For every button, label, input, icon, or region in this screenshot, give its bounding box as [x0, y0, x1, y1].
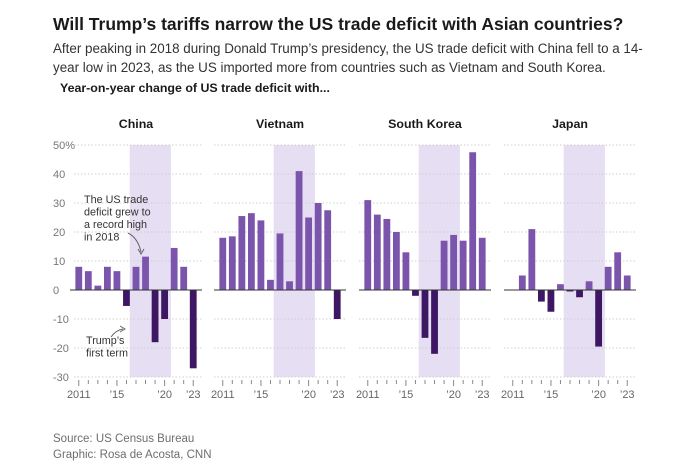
- bar-china-2017: [132, 266, 140, 290]
- annotation-first-term-text: first term: [86, 348, 128, 360]
- bar-vietnam-2021: [314, 203, 322, 290]
- bar-china-2014: [103, 266, 111, 290]
- x-tick-label: 2011: [211, 389, 235, 401]
- bar-japan-2015: [547, 290, 555, 312]
- bar-vietnam-2016: [267, 279, 274, 290]
- panel-title-japan: Japan: [552, 117, 588, 131]
- bar-china-2015: [113, 271, 121, 290]
- panel-title-china: China: [119, 117, 154, 131]
- panel-title-vietnam: Vietnam: [256, 117, 304, 131]
- x-tick-label: ’20: [591, 389, 606, 401]
- bar-vietnam-2020: [305, 217, 313, 290]
- x-tick-label: ’23: [475, 389, 490, 401]
- graphic-credit: Graphic: Rosa de Acosta, CNN: [53, 449, 212, 461]
- annotation-record-high-text: in 2018: [84, 232, 119, 244]
- bar-south-korea-2021: [459, 240, 467, 290]
- x-tick-label: 2011: [501, 389, 525, 401]
- bar-japan-2021: [604, 266, 612, 290]
- bar-japan-2014: [537, 290, 545, 302]
- x-tick-label: ’20: [301, 389, 316, 401]
- bar-south-korea-2014: [392, 232, 400, 290]
- annotation-first-term-text: Trump’s: [86, 335, 125, 347]
- chart-title: Will Trump’s tariffs narrow the US trade…: [53, 14, 624, 34]
- bar-china-2020: [161, 290, 169, 319]
- bar-south-korea-2017: [421, 290, 429, 338]
- bar-vietnam-2013: [238, 216, 246, 290]
- x-tick-label: ’20: [157, 389, 172, 401]
- bar-japan-2013: [528, 229, 536, 290]
- annotation-first-term-arrowhead: [119, 325, 126, 333]
- bar-south-korea-2022: [469, 152, 477, 290]
- bar-south-korea-2016: [412, 290, 419, 296]
- bar-china-2012: [84, 271, 92, 290]
- x-tick-label: ’23: [186, 389, 201, 401]
- bar-vietnam-2014: [247, 213, 255, 290]
- chart-subtitle: After peaking in 2018 during Donald Trum…: [53, 41, 643, 75]
- x-tick-label: ’15: [110, 389, 125, 401]
- chart-section-label: Year-on-year change of US trade deficit …: [60, 81, 330, 95]
- bar-china-2016: [123, 290, 130, 306]
- annotation-first-term-connector: [110, 328, 124, 338]
- bar-south-korea-2019: [440, 240, 448, 290]
- bar-south-korea-2015: [402, 252, 410, 290]
- bar-japan-2016: [557, 284, 564, 290]
- bar-china-2022: [180, 266, 188, 290]
- annotation-record-high-arrowhead: [137, 248, 145, 255]
- bar-vietnam-2015: [257, 220, 265, 290]
- bar-vietnam-2022: [324, 210, 332, 290]
- first-term-shade-china: [129, 145, 171, 377]
- bar-china-2018: [142, 256, 149, 290]
- bar-china-2019: [151, 290, 159, 343]
- y-tick-label: 50%: [53, 140, 75, 152]
- annotation-record-high-text: a record high: [84, 219, 147, 231]
- y-tick-label: 0: [53, 285, 59, 297]
- bar-china-2013: [94, 285, 102, 290]
- bar-japan-2018: [576, 290, 583, 298]
- annotation-record-high-text: The US trade: [84, 194, 148, 206]
- annotation-record-high-connector: [127, 232, 142, 253]
- bar-vietnam-2017: [276, 233, 284, 290]
- x-tick-label: ’20: [446, 389, 461, 401]
- bar-south-korea-2018: [431, 290, 438, 354]
- x-tick-label: ’15: [544, 389, 559, 401]
- x-tick-label: ’15: [254, 389, 269, 401]
- y-tick-label: 30: [53, 198, 65, 210]
- x-tick-label: ’23: [330, 389, 345, 401]
- bar-china-2011: [75, 266, 83, 290]
- bar-japan-2023: [623, 275, 631, 290]
- y-tick-label: -20: [53, 343, 69, 355]
- bar-south-korea-2012: [373, 214, 381, 290]
- bar-vietnam-2019: [295, 171, 303, 290]
- bar-vietnam-2018: [286, 281, 293, 290]
- annotation-record-high-text: deficit grew to: [84, 207, 151, 219]
- y-tick-label: 10: [53, 256, 65, 268]
- y-tick-label: 20: [53, 227, 65, 239]
- x-tick-label: ’23: [620, 389, 635, 401]
- y-tick-label: 40: [53, 169, 65, 181]
- source-note: Source: US Census Bureau: [53, 433, 195, 445]
- bar-japan-2019: [585, 281, 593, 290]
- bar-south-korea-2023: [478, 237, 486, 290]
- x-tick-label: 2011: [67, 389, 91, 401]
- bar-japan-2022: [614, 252, 622, 290]
- y-tick-label: -10: [53, 314, 69, 326]
- bar-vietnam-2012: [228, 236, 236, 290]
- bar-south-korea-2013: [383, 218, 391, 290]
- y-tick-label: -30: [53, 372, 69, 384]
- x-tick-label: ’15: [399, 389, 414, 401]
- bar-vietnam-2023: [333, 290, 341, 319]
- panel-title-south-korea: South Korea: [388, 117, 462, 131]
- bar-south-korea-2011: [364, 200, 372, 290]
- bar-japan-2012: [518, 275, 526, 290]
- bar-japan-2017: [566, 290, 574, 292]
- bar-south-korea-2020: [450, 234, 458, 290]
- x-tick-label: 2011: [356, 389, 380, 401]
- bar-japan-2020: [595, 290, 603, 347]
- bar-china-2023: [189, 290, 197, 369]
- small-multiples-bar-chart: 50% 40 30 20 10 0 -10 -20 -30 2011 ’15 ’20 ’23 China 2…: [53, 117, 636, 401]
- bar-vietnam-2011: [219, 237, 227, 290]
- bar-china-2021: [170, 247, 178, 290]
